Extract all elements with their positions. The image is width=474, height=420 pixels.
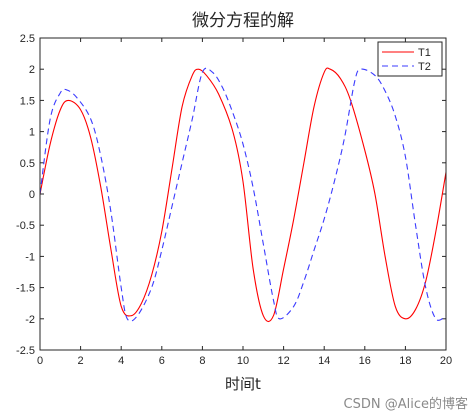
legend-label-t2: T2 — [418, 61, 431, 73]
x-tick-label: 2 — [78, 355, 84, 367]
x-tick-label: 4 — [118, 355, 124, 367]
x-axis: 0 2 4 6 8 10 12 14 16 18 20 — [37, 38, 452, 367]
x-tick-label: 16 — [359, 355, 371, 367]
series-layer — [39, 67, 447, 323]
y-tick-label: -2 — [25, 314, 35, 326]
y-tick-label: 1 — [29, 127, 35, 139]
y-tick-label: 2.5 — [20, 33, 35, 45]
plot-area-frame — [39, 37, 447, 351]
legend-label-t1: T1 — [418, 47, 431, 59]
x-axis-label: 时间t — [225, 375, 261, 393]
x-tick-label: 14 — [318, 355, 330, 367]
plot-area-background — [40, 38, 446, 350]
x-tick-label: 18 — [399, 355, 411, 367]
watermark: CSDN @Alice的博客 — [344, 396, 468, 412]
x-tick-label: 12 — [277, 355, 289, 367]
y-axis: 2.5 2 1.5 1 0.5 0 -0.5 -1 -1.5 -2 -2.5 — [16, 33, 446, 357]
y-tick-label: -1.5 — [16, 283, 35, 295]
y-tick-label: -1 — [25, 251, 35, 263]
y-tick-label: 1.5 — [20, 95, 35, 107]
y-tick-label: 2 — [29, 64, 35, 76]
x-tick-label: 0 — [37, 355, 43, 367]
x-tick-label: 6 — [159, 355, 165, 367]
y-tick-label: -0.5 — [16, 220, 35, 232]
series-line-t2 — [39, 67, 447, 322]
legend-box — [377, 41, 443, 77]
series-line-t1 — [39, 67, 447, 323]
chart-title: 微分方程的解 — [192, 11, 294, 31]
y-tick-label: 0 — [29, 189, 35, 201]
y-tick-label: -2.5 — [16, 345, 35, 357]
y-tick-label: 0.5 — [20, 158, 35, 170]
x-tick-label: 8 — [199, 355, 205, 367]
x-tick-label: 10 — [237, 355, 249, 367]
x-tick-label: 20 — [440, 355, 452, 367]
